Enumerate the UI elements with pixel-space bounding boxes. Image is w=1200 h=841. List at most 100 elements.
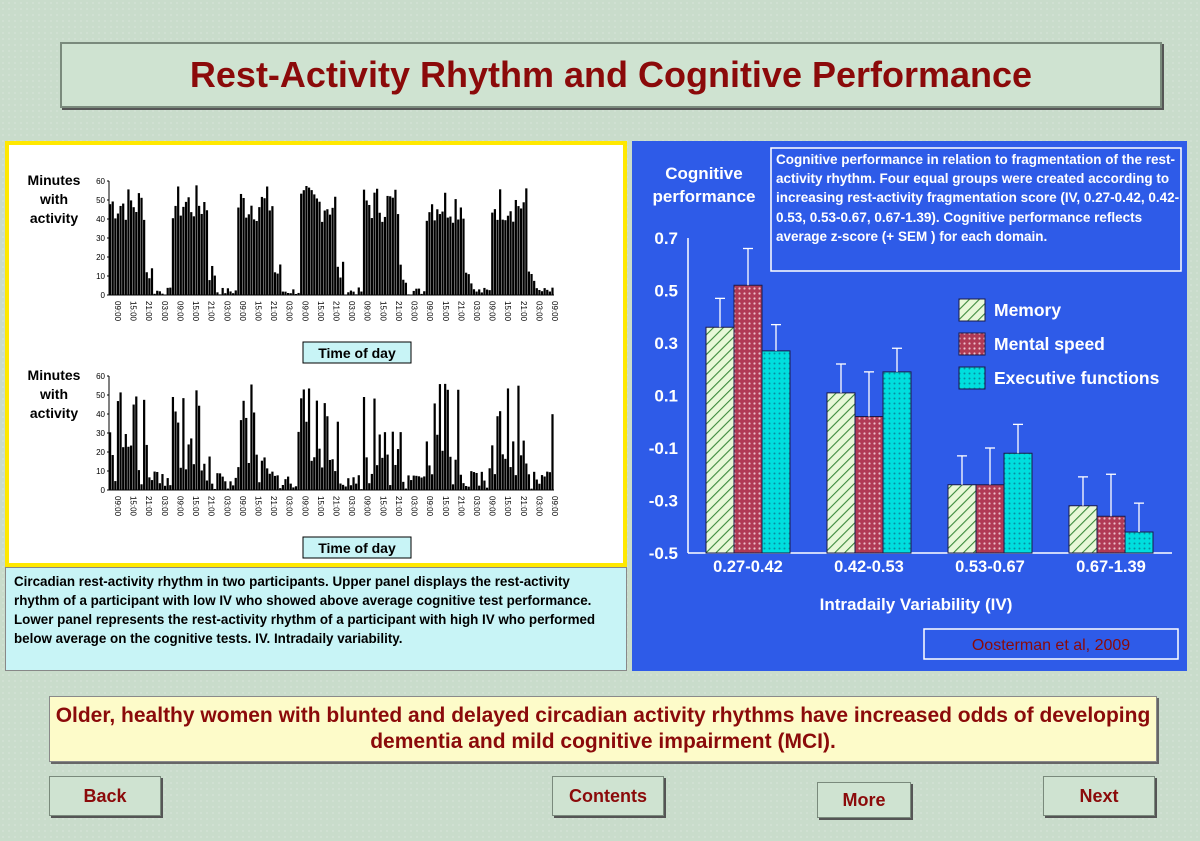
- actigraphy-ylabel: Minutes: [28, 172, 81, 188]
- actigraphy-xtick: 15:00: [378, 301, 387, 322]
- activity-bar: [292, 487, 295, 490]
- actigraphy-xtick: 09:00: [363, 301, 372, 322]
- activity-bar: [263, 457, 266, 490]
- actigraphy-xtick: 21:00: [456, 301, 465, 322]
- activity-bar: [166, 287, 169, 295]
- activity-bar: [454, 459, 457, 490]
- activity-bar: [446, 217, 449, 295]
- activity-bar: [300, 193, 303, 295]
- activity-bar: [533, 471, 536, 490]
- activity-bar: [501, 454, 504, 490]
- activity-bar: [459, 207, 462, 295]
- actigraphy-xtick: 09:00: [425, 301, 434, 322]
- activity-bar: [491, 445, 494, 490]
- activity-bar: [213, 275, 216, 295]
- activity-bar: [430, 204, 434, 295]
- activity-bar: [221, 287, 224, 295]
- activity-bar: [538, 483, 541, 490]
- activity-bar: [148, 278, 151, 295]
- activity-bar: [119, 392, 122, 490]
- actigraphy-xtick: 15:00: [191, 301, 200, 322]
- activity-bar: [124, 219, 127, 295]
- activity-bar: [177, 422, 180, 490]
- actigraphy-xtick: 09:00: [238, 496, 247, 517]
- activity-bar: [232, 485, 235, 490]
- actigraphy-ytick: 30: [96, 234, 105, 243]
- activity-bar: [289, 293, 292, 295]
- actigraphy-xtick: 15:00: [441, 496, 450, 517]
- actigraphy-xtick: 03:00: [472, 301, 481, 322]
- activity-bar: [247, 214, 250, 295]
- actigraphy-xtick: 15:00: [441, 301, 450, 322]
- actigraphy-upper: Minutes with activity 0 10 20 30 40 50 60 09:00 15:…: [28, 172, 559, 364]
- activity-bar: [127, 189, 130, 295]
- activity-bar: [478, 485, 481, 490]
- legend-swatch: [958, 366, 986, 390]
- activity-bar: [410, 480, 413, 490]
- activity-bar: [239, 420, 243, 490]
- activity-bar: [496, 219, 499, 295]
- activity-bar: [268, 473, 271, 490]
- activity-bar: [221, 476, 224, 490]
- actigraphy-ytick: 10: [96, 467, 105, 476]
- activity-bar: [415, 288, 418, 295]
- actigraphy-xtick: 03:00: [160, 301, 169, 322]
- activity-bar: [242, 400, 245, 490]
- activity-bar: [287, 476, 290, 490]
- activity-bar: [276, 475, 279, 490]
- chart-xtick: 0.53-0.67: [955, 558, 1025, 576]
- back-button[interactable]: Back: [49, 776, 161, 816]
- activity-bar: [362, 189, 366, 295]
- activity-bar: [122, 203, 125, 295]
- activity-bar: [535, 479, 538, 490]
- activity-bar: [365, 457, 368, 490]
- actigraphy-xtick: 09:00: [175, 301, 184, 322]
- activity-bar: [158, 291, 161, 295]
- activity-bar: [156, 290, 159, 295]
- activity-bar: [399, 264, 402, 295]
- activity-bar: [399, 432, 402, 490]
- actigraphy-xtick: 21:00: [394, 301, 403, 322]
- activity-bar: [344, 486, 347, 490]
- activity-bar: [153, 471, 156, 490]
- actigraphy-ylabel: with: [39, 386, 68, 402]
- activity-bar: [192, 464, 195, 490]
- chart-ytick: 0.3: [654, 334, 678, 353]
- activity-bar: [543, 288, 546, 295]
- actigraphy-xtick: 21:00: [144, 301, 153, 322]
- next-button[interactable]: Next: [1043, 776, 1155, 816]
- activity-bar: [179, 215, 182, 295]
- more-button[interactable]: More: [817, 782, 911, 818]
- actigraphy-xtick: 03:00: [285, 496, 294, 517]
- activity-bar: [376, 188, 379, 295]
- activity-bar: [386, 454, 389, 490]
- actigraphy-xtick: 09:00: [425, 496, 434, 517]
- activity-bar: [370, 473, 373, 490]
- activity-bar: [239, 193, 243, 295]
- activity-bar: [132, 404, 135, 490]
- activity-bar: [522, 440, 525, 490]
- activity-bar: [294, 486, 298, 490]
- activity-bar: [425, 441, 428, 490]
- activity-bar: [331, 207, 334, 295]
- actigraphy-ytick: 0: [101, 291, 106, 300]
- activity-bar: [158, 483, 161, 490]
- activity-bar: [530, 273, 533, 295]
- activity-bar: [150, 480, 154, 490]
- actigraphy-ytick: 60: [96, 372, 105, 381]
- activity-bar: [310, 460, 313, 490]
- contents-button[interactable]: Contents: [552, 776, 664, 816]
- actigraphy-xtick: 15:00: [378, 496, 387, 517]
- actigraphy-ylabel: with: [39, 191, 68, 207]
- activity-bar: [352, 291, 355, 295]
- activity-bar: [195, 390, 198, 490]
- activity-bar: [462, 483, 465, 490]
- activity-bar: [211, 265, 214, 295]
- activity-bar: [258, 482, 261, 490]
- activity-bar: [145, 272, 148, 295]
- activity-bar: [551, 287, 554, 295]
- activity-bar: [234, 477, 237, 490]
- activity-bar: [250, 384, 253, 490]
- chart-xtick: 0.67-1.39: [1076, 558, 1146, 576]
- activity-bar: [174, 411, 177, 490]
